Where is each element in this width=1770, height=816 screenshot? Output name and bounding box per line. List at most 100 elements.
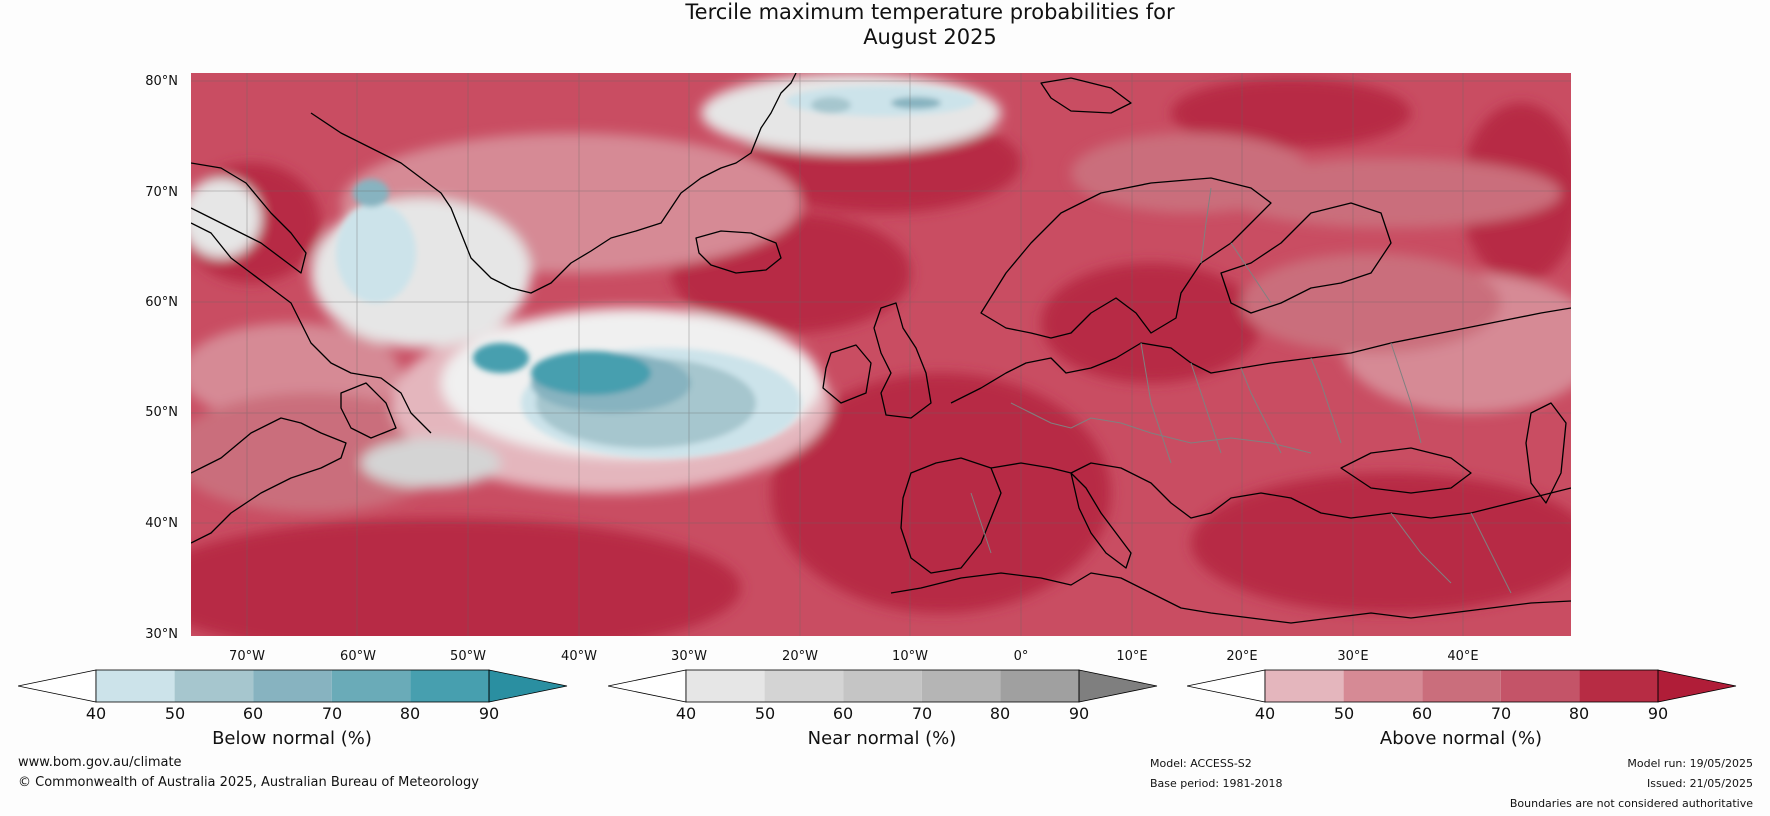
coastline-nova-scotia xyxy=(191,417,347,544)
colorbar-segment xyxy=(1000,670,1079,702)
colorbar-tick: 90 xyxy=(478,704,500,723)
footer-disclaimer: Boundaries are not considered authoritat… xyxy=(1509,797,1753,810)
lat-label: 40°N xyxy=(145,516,178,531)
colorbar-segment xyxy=(1579,670,1658,702)
lat-label: 70°N xyxy=(145,185,178,200)
region-above-50 xyxy=(1071,133,1311,213)
coastline-ireland xyxy=(822,344,872,404)
colorbar-tick: 70 xyxy=(321,704,343,723)
lat-label: 50°N xyxy=(145,405,178,420)
colorbar-title-near: Near normal (%) xyxy=(807,728,957,749)
region-below-60 xyxy=(891,97,941,109)
coastline-black-sea xyxy=(1340,447,1472,494)
coastline-iceland xyxy=(695,230,782,274)
coastline-caspian xyxy=(1525,402,1567,504)
graticule xyxy=(191,73,1571,636)
colorbar-below-normal xyxy=(18,669,568,703)
colorbar-segment xyxy=(174,670,254,702)
footer-model-run: Model run: 19/05/2025 xyxy=(1627,757,1753,770)
colorbar-segment xyxy=(1265,670,1344,702)
region-below-50 xyxy=(336,203,416,303)
lon-label: 60°W xyxy=(340,649,376,664)
footer-base-period: Base period: 1981-2018 xyxy=(1150,777,1283,790)
colorbar-tick: 60 xyxy=(242,704,264,723)
colorbar-segment xyxy=(843,670,922,702)
colorbar-segment xyxy=(410,670,489,702)
lon-label: 10°W xyxy=(892,649,928,664)
colorbar-segment xyxy=(686,670,765,702)
coastline-italy xyxy=(1070,472,1132,569)
colorbar-segment xyxy=(1500,670,1580,702)
coastline-mediterranean-north xyxy=(990,462,1571,519)
lat-label: 60°N xyxy=(145,295,178,310)
title-line-2: August 2025 xyxy=(863,25,997,49)
colorbar-extend-high xyxy=(1078,669,1158,703)
coastline-canada xyxy=(191,222,432,434)
coastline-newfoundland xyxy=(340,382,397,439)
colorbar-segment xyxy=(253,670,332,702)
colorbar-extend-high xyxy=(1657,669,1737,703)
colorbar-title-above: Above normal (%) xyxy=(1379,728,1543,749)
coastline-iberia xyxy=(900,457,1002,574)
lon-label: 70°W xyxy=(229,649,265,664)
lon-label: 50°W xyxy=(450,649,486,664)
colorbar-segment xyxy=(331,670,411,702)
probability-map xyxy=(191,73,1571,636)
colorbar-extend-low xyxy=(18,669,97,703)
colorbar-tick: 80 xyxy=(399,704,421,723)
colorbar-tick: 40 xyxy=(675,704,697,723)
colorbar-tick: 80 xyxy=(1568,704,1590,723)
lon-label: 40°W xyxy=(561,649,597,664)
footer-website: www.bom.gov.au/climate xyxy=(18,755,182,770)
region-above-80 xyxy=(191,518,741,636)
colorbar-extend-low xyxy=(1187,669,1266,703)
coastline-svalbard xyxy=(1040,77,1132,114)
region-near-60 xyxy=(361,438,501,488)
colorbar-near-normal xyxy=(608,669,1158,703)
lat-label: 30°N xyxy=(145,627,178,642)
footer-model: Model: ACCESS-S2 xyxy=(1150,757,1252,770)
region-above-60 xyxy=(191,393,451,513)
lon-label: 20°E xyxy=(1226,649,1258,664)
lon-label: 20°W xyxy=(782,649,818,664)
colorbar-segment xyxy=(1343,670,1423,702)
lon-label: 10°E xyxy=(1116,649,1148,664)
colorbar-extend-high xyxy=(488,669,568,703)
region-below-80 xyxy=(531,351,651,395)
colorbar-tick: 50 xyxy=(1333,704,1355,723)
colorbar-segment xyxy=(921,670,1001,702)
footer-issued: Issued: 21/05/2025 xyxy=(1646,777,1753,790)
colorbar-tick: 40 xyxy=(1254,704,1276,723)
region-near-50 xyxy=(191,178,261,258)
colorbar-tick: 60 xyxy=(832,704,854,723)
region-above-50 xyxy=(1241,253,1501,353)
lon-label: 0° xyxy=(1013,649,1029,664)
colorbar-tick: 50 xyxy=(164,704,186,723)
coastline-baffin xyxy=(191,162,307,274)
lon-label: 40°E xyxy=(1447,649,1479,664)
region-below-80 xyxy=(473,343,529,373)
region-above-80 xyxy=(1041,263,1261,383)
title-line-1: Tercile maximum temperature probabilitie… xyxy=(685,0,1175,24)
colorbar-segment xyxy=(764,670,844,702)
colorbar-segment xyxy=(1422,670,1501,702)
coastline-great-britain xyxy=(873,302,932,419)
colorbar-segment xyxy=(96,670,175,702)
colorbar-tick: 50 xyxy=(754,704,776,723)
region-above-80 xyxy=(1191,473,1571,613)
colorbar-above-normal xyxy=(1187,669,1737,703)
colorbar-tick: 60 xyxy=(1411,704,1433,723)
coastline-north-africa xyxy=(890,572,1571,624)
colorbar-tick: 40 xyxy=(85,704,107,723)
colorbar-tick: 70 xyxy=(911,704,933,723)
region-below-70 xyxy=(353,179,389,207)
lon-label: 30°E xyxy=(1337,649,1369,664)
coastline-finland-russia xyxy=(1220,202,1392,314)
region-above-80 xyxy=(771,373,1111,613)
region-below-50 xyxy=(811,97,851,113)
country-borders xyxy=(970,187,1512,594)
region-above-80 xyxy=(1171,78,1411,148)
colorbar-tick: 80 xyxy=(989,704,1011,723)
colorbar-tick: 70 xyxy=(1490,704,1512,723)
colorbar-title-below: Below normal (%) xyxy=(212,728,372,749)
